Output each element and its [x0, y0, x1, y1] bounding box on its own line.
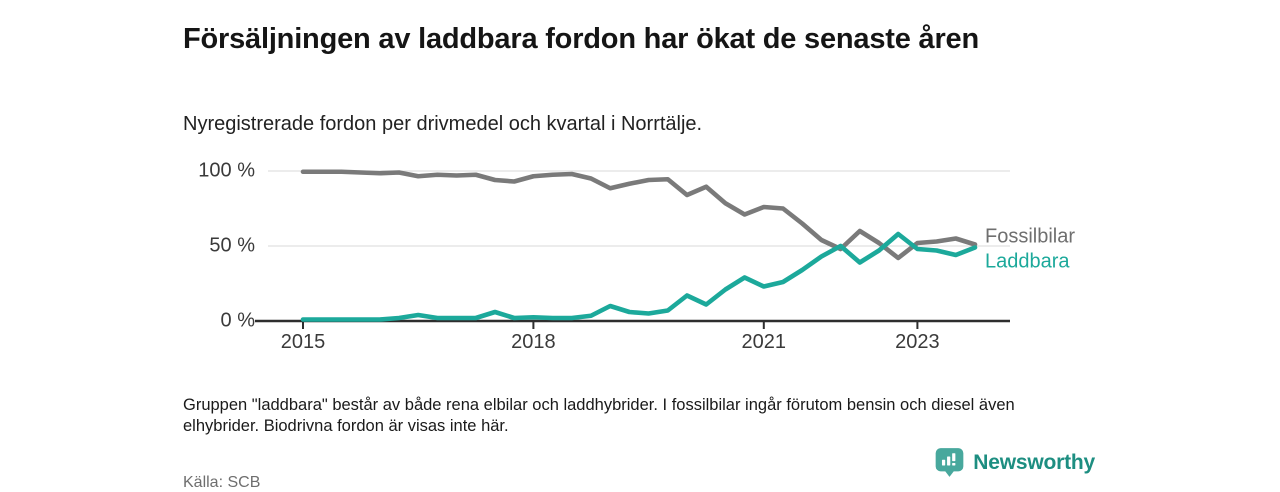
- x-axis-tick-label: 2023: [895, 331, 940, 353]
- x-axis-tick-label: 2021: [741, 331, 787, 353]
- series-line-laddbara: [300, 231, 978, 322]
- chart-footnote: Gruppen "laddbara" består av både rena e…: [183, 395, 1015, 435]
- newsworthy-bubble-chart-icon: [934, 447, 965, 478]
- y-axis-tick-label: 100 %: [198, 159, 255, 182]
- y-axis-tick-label: 50 %: [209, 234, 255, 257]
- page-title: Försäljningen av laddbara fordon har öka…: [183, 23, 979, 56]
- infographic: Försäljningen av laddbara fordon har öka…: [183, 23, 1095, 491]
- source-label: Källa: SCB: [183, 474, 261, 491]
- series-label-laddbara: Laddbara: [985, 250, 1070, 272]
- brand-name: Newsworthy: [973, 450, 1095, 474]
- series-label-fossilbilar: Fossilbilar: [985, 225, 1076, 247]
- x-axis-tick-label: 2015: [280, 331, 326, 353]
- chart-subtitle: Nyregistrerade fordon per drivmedel och …: [183, 113, 703, 135]
- x-axis-tick-label: 2018: [511, 331, 556, 353]
- chart-canvas: [255, 169, 1010, 329]
- series-line-fossilbilar: [300, 169, 978, 261]
- line-chart: 0 % 50 % 100 % 2015 2018 2021 2023 Fossilbilar L…: [198, 159, 1076, 354]
- y-axis-tick-label: 0 %: [220, 309, 255, 332]
- newsworthy-logo: Newsworthy: [934, 447, 1095, 478]
